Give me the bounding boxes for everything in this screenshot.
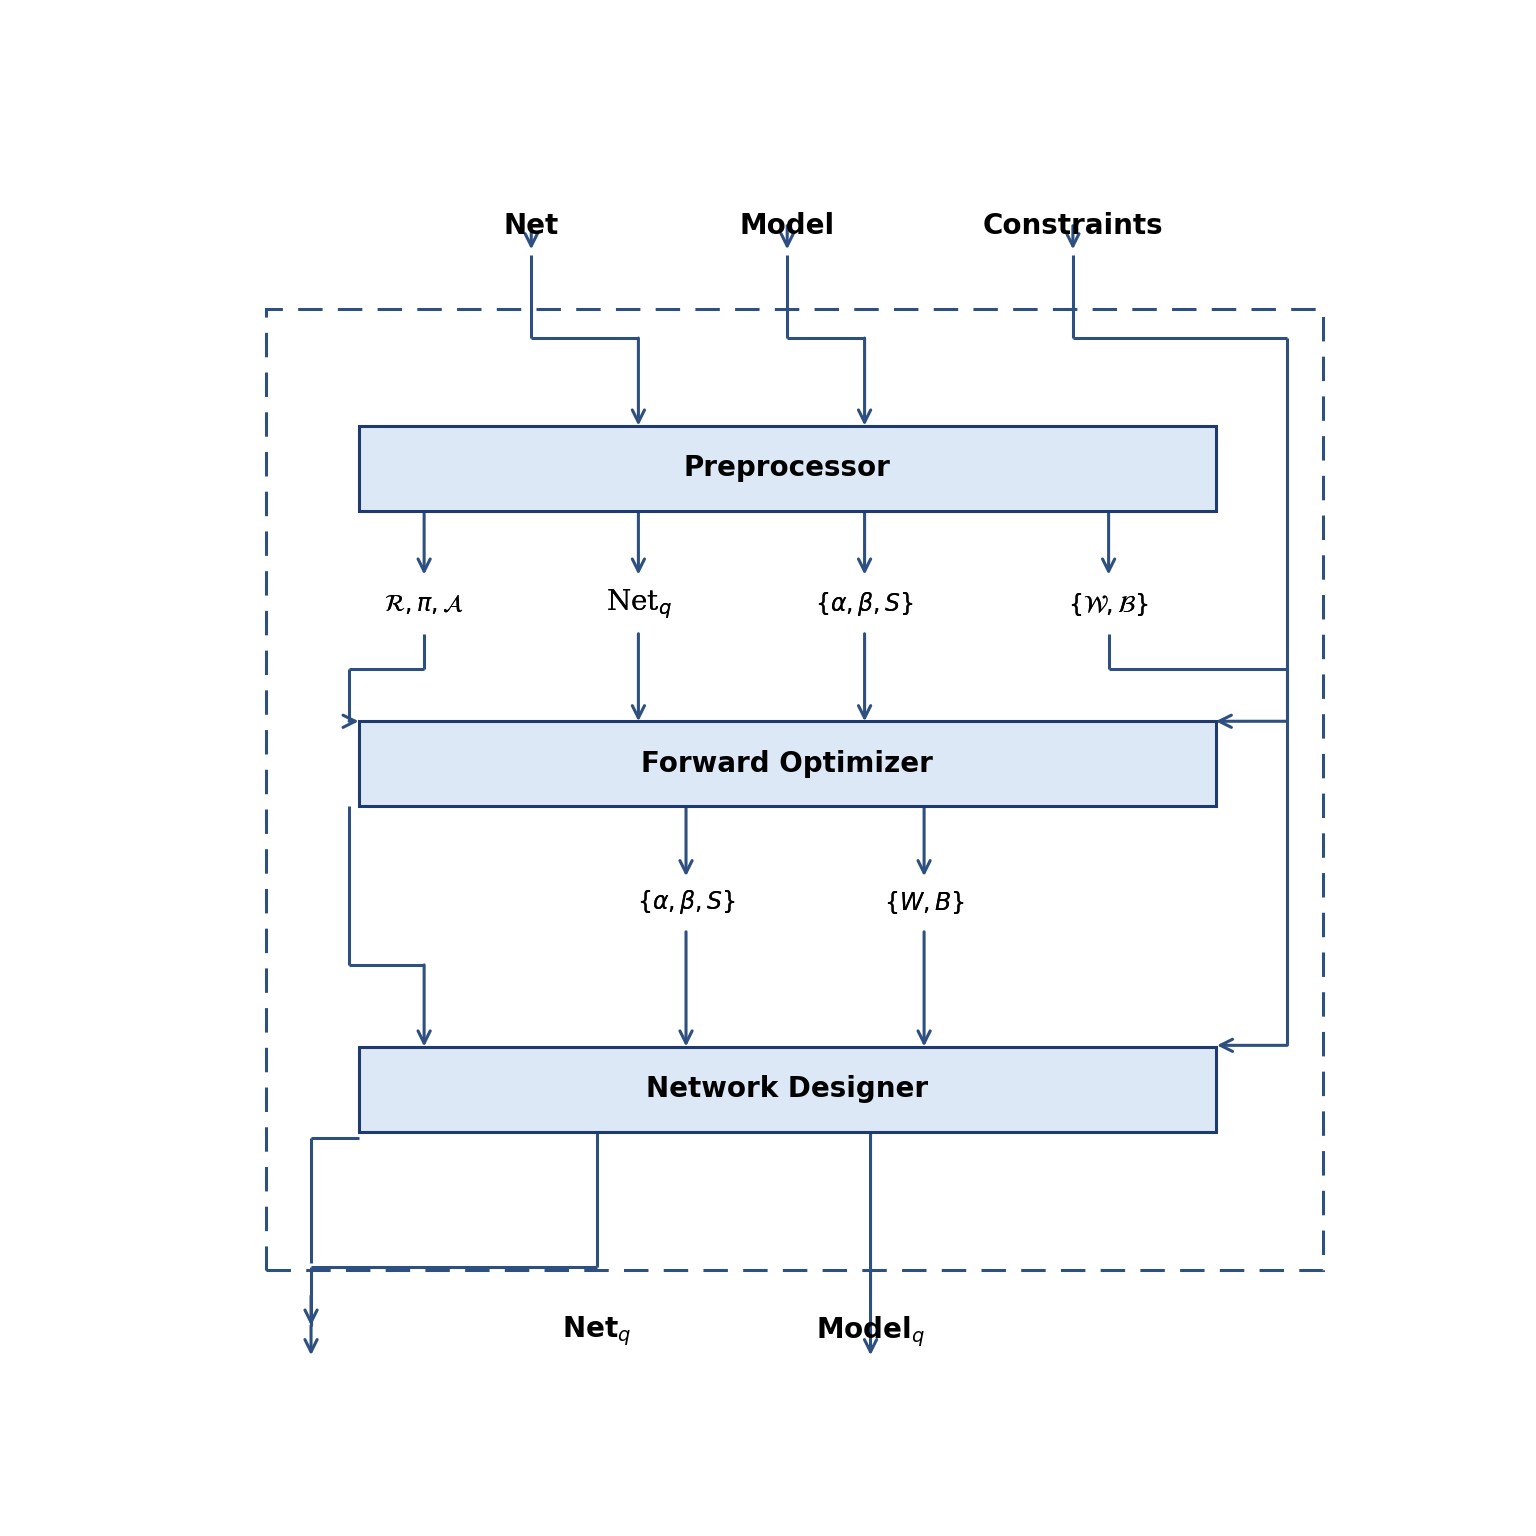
Text: $\{\alpha,\beta,S\}$: $\{\alpha,\beta,S\}$: [636, 888, 736, 917]
Bar: [266, 309, 1322, 1270]
Text: Constraints: Constraints: [983, 212, 1163, 240]
Text: $\{W,B\}$: $\{W,B\}$: [883, 889, 965, 915]
Text: Net$_q$: Net$_q$: [562, 1315, 631, 1349]
Bar: [359, 425, 1217, 511]
Bar: [359, 1046, 1217, 1132]
Text: Net: Net: [504, 212, 559, 240]
Text: Model$_q$: Model$_q$: [816, 1315, 925, 1349]
Text: $\{\mathcal{W},\mathcal{B}\}$: $\{\mathcal{W},\mathcal{B}\}$: [1068, 591, 1149, 617]
Text: Net$_q$: Net$_q$: [605, 587, 671, 621]
Text: $\{\alpha,\beta,S\}$: $\{\alpha,\beta,S\}$: [816, 590, 914, 617]
Text: Forward Optimizer: Forward Optimizer: [641, 750, 934, 777]
Text: $\{\mathcal{W},\mathcal{B}\}$: $\{\mathcal{W},\mathcal{B}\}$: [1068, 591, 1149, 617]
Text: Model: Model: [740, 212, 834, 240]
Text: $\{\alpha,\beta,S\}$: $\{\alpha,\beta,S\}$: [816, 590, 914, 617]
Bar: [359, 722, 1217, 806]
Text: $\mathcal{R},\pi,\mathcal{A}$: $\mathcal{R},\pi,\mathcal{A}$: [384, 593, 464, 616]
Text: Net$_q$: Net$_q$: [605, 587, 671, 621]
Text: $\mathcal{R},\pi,\mathcal{A}$: $\mathcal{R},\pi,\mathcal{A}$: [384, 593, 464, 616]
Text: $\{\alpha,\beta,S\}$: $\{\alpha,\beta,S\}$: [636, 888, 736, 917]
Text: Preprocessor: Preprocessor: [684, 455, 891, 482]
Text: $\{W,B\}$: $\{W,B\}$: [883, 889, 965, 915]
Text: Network Designer: Network Designer: [647, 1075, 928, 1103]
